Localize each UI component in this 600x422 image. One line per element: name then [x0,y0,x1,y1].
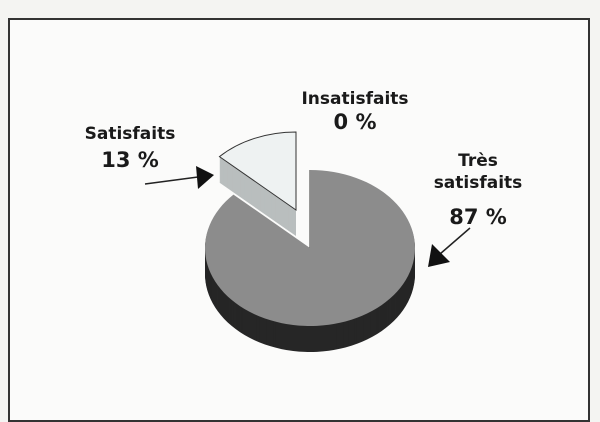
page: Très satisfaits 87 % Satisfaits 13 % Insatis… [8,18,590,422]
value-label: 87 % [449,205,507,229]
frame [8,18,590,422]
slice-label: Très satisfaits [433,151,523,193]
arrow-head [428,244,450,267]
slice [205,170,416,327]
slice-label: Satisfaits [84,124,176,144]
slice-label: Insatisfaits [301,89,409,109]
value-label: 0 % [333,110,377,134]
arrow-line [439,227,471,255]
value-label: 13 % [101,148,159,172]
slice [218,131,297,211]
chart [144,131,471,352]
arrow-line [144,176,199,185]
arrow-head [196,166,214,189]
